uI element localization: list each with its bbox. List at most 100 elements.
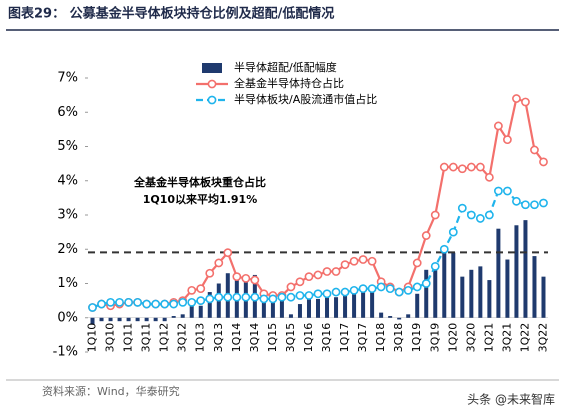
line-marker [277, 292, 287, 302]
x-tick-label: 1Q20 [446, 323, 459, 353]
x-tick-label: 3Q18 [392, 323, 405, 353]
line-marker [187, 285, 197, 295]
legend-label: 半导体超配/低配幅度 [234, 60, 337, 74]
annotation: 全基金半导体板块重仓占比 [133, 175, 266, 189]
line-marker [232, 292, 242, 302]
y-tick-label: 5% [57, 139, 78, 154]
line-marker [295, 291, 305, 300]
line-marker [475, 162, 485, 172]
line-marker [106, 297, 115, 307]
x-tick-label: 1Q21 [482, 323, 495, 353]
x-tick-label: 3Q12 [176, 323, 189, 353]
line-marker [250, 275, 260, 285]
line-marker [169, 299, 179, 309]
line-marker [250, 292, 260, 302]
x-tick-label: 3Q14 [248, 323, 261, 353]
bar [442, 245, 447, 318]
line-marker [349, 285, 359, 295]
line-marker [205, 268, 215, 278]
line-marker [115, 297, 124, 307]
bar [352, 288, 357, 318]
line-marker [512, 94, 521, 103]
y-tick-label: 4% [57, 173, 78, 188]
line-marker [331, 287, 341, 297]
line-marker [484, 210, 494, 220]
bar [478, 266, 483, 318]
bar [126, 317, 131, 322]
bar [487, 280, 492, 318]
bar [523, 220, 528, 318]
bar [90, 317, 95, 325]
x-tick-label: 3Q10 [104, 323, 117, 353]
bar [460, 276, 465, 318]
line-marker [232, 272, 242, 282]
bar [270, 298, 275, 318]
bar [424, 269, 429, 318]
line-marker [521, 200, 530, 210]
line-marker [214, 258, 224, 268]
source: 资料来源：Wind，华泰研究 [42, 384, 180, 398]
line-marker [349, 256, 359, 266]
line-marker [503, 135, 512, 145]
y-tick-label: 0% [57, 310, 78, 325]
x-tick-label: 3Q20 [464, 323, 477, 353]
line-marker [475, 214, 485, 223]
legend-label: 全基金半导体持仓占比 [234, 76, 344, 90]
line-marker [521, 97, 530, 107]
line-marker [539, 157, 548, 167]
line-marker [367, 284, 377, 294]
bar [297, 304, 302, 318]
bar [379, 312, 384, 318]
line-marker [340, 287, 350, 297]
line-marker [223, 292, 233, 302]
line-marker [142, 299, 152, 309]
line-marker [295, 277, 305, 287]
bar [306, 298, 311, 318]
line-marker [385, 284, 395, 294]
line-marker [412, 258, 422, 268]
line-marker [340, 260, 350, 270]
line-marker [512, 196, 521, 206]
bar [261, 297, 266, 318]
x-tick-label: 1Q18 [374, 323, 387, 353]
line-marker [358, 255, 368, 264]
bar [334, 297, 339, 318]
x-tick-label: 1Q15 [266, 323, 279, 353]
bar [108, 317, 113, 322]
watermark: 头条 @未来智库 [467, 392, 555, 407]
x-tick-label: 1Q12 [158, 323, 171, 353]
x-tick-label: 1Q19 [410, 323, 423, 353]
line-marker [187, 297, 197, 307]
bar [388, 316, 393, 318]
line-marker [286, 282, 296, 292]
line-marker [214, 292, 224, 302]
bar [162, 317, 167, 322]
line-marker [484, 172, 494, 182]
bar [135, 317, 140, 322]
bar [370, 290, 375, 318]
line-marker [457, 164, 467, 174]
line-marker [530, 200, 539, 210]
line-marker [241, 273, 251, 283]
line-marker [448, 227, 458, 237]
chart-title: 图表29： 公募基金半导体板块持仓比例及超配/低配情况 [8, 6, 334, 22]
line-marker [268, 294, 278, 304]
y-tick-label: 1% [57, 276, 78, 291]
line-marker [493, 186, 503, 196]
line-marker [205, 294, 215, 304]
bar [343, 290, 348, 318]
x-tick-label: 3Q15 [284, 323, 297, 353]
line-marker [313, 270, 323, 280]
bar [279, 300, 284, 318]
line-marker [403, 285, 413, 295]
y-tick-label: 3% [57, 208, 78, 223]
x-tick-label: 3Q21 [500, 323, 513, 353]
line-marker [151, 299, 161, 309]
x-tick-label: 1Q11 [122, 323, 135, 353]
bar [189, 305, 194, 318]
bar [532, 256, 537, 318]
line-marker [466, 162, 476, 172]
legend-swatch [207, 79, 217, 89]
bar [180, 314, 185, 318]
